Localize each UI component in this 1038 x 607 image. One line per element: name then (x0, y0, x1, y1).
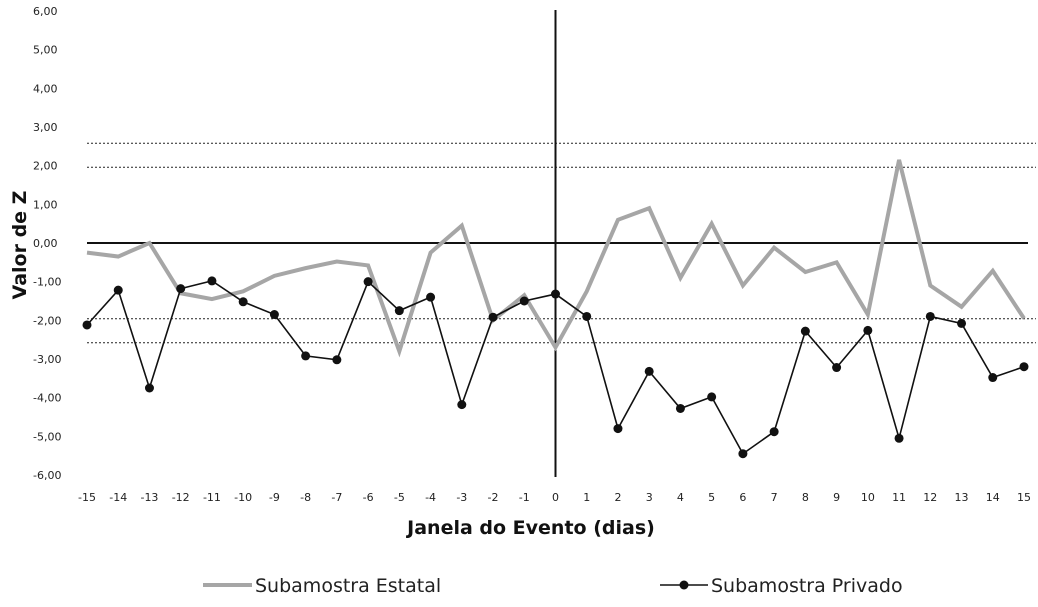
x-tick-label: -10 (234, 491, 252, 504)
data-point (82, 320, 92, 330)
x-tick-labels: -15 -14 -13 -12 -11 -10 -9 -8 -7 -6 -5 -4 -3 -2 -1 0 1 2 3… (78, 491, 1031, 504)
data-point (644, 366, 654, 376)
data-point (675, 403, 685, 413)
data-point (738, 449, 748, 459)
x-tick-label: 5 (708, 491, 715, 504)
x-tick-label: -5 (394, 491, 405, 504)
x-tick-label: 9 (833, 491, 840, 504)
y-tick-label: -4,00 (33, 392, 61, 405)
x-tick-label: 2 (614, 491, 621, 504)
data-point (832, 363, 842, 373)
x-tick-label: 12 (923, 491, 937, 504)
data-point (238, 297, 248, 307)
y-axis-title: Valor de Z (9, 191, 31, 300)
y-tick-label: 1,00 (33, 198, 58, 211)
series-layer (82, 159, 1029, 459)
x-tick-label: -13 (140, 491, 158, 504)
x-tick-label: 4 (677, 491, 684, 504)
data-point (863, 325, 873, 335)
x-tick-label: -11 (203, 491, 221, 504)
x-tick-label: 6 (739, 491, 746, 504)
y-tick-label: 6,00 (33, 5, 58, 18)
x-tick-label: -7 (331, 491, 342, 504)
data-point (457, 400, 467, 410)
data-point (894, 433, 904, 443)
data-point (582, 311, 592, 321)
data-point (957, 318, 967, 328)
x-tick-label: -6 (363, 491, 374, 504)
legend: Subamostra Estatal Subamostra Privado (203, 575, 903, 597)
x-tick-label: 15 (1017, 491, 1031, 504)
x-tick-label: 14 (986, 491, 1000, 504)
data-point (207, 276, 217, 286)
data-point (394, 306, 404, 316)
y-tick-label: -5,00 (33, 430, 61, 443)
data-point (988, 373, 998, 383)
x-tick-label: 11 (892, 491, 906, 504)
x-tick-label: 13 (955, 491, 969, 504)
x-tick-label: -15 (78, 491, 96, 504)
y-tick-label: 5,00 (33, 44, 58, 57)
data-point (613, 424, 623, 434)
data-point (707, 392, 717, 402)
y-tick-labels: 6,00 5,00 4,00 3,00 2,00 1,00 0,00 -1,00 -2,00 -3… (33, 5, 61, 482)
x-tick-label: -4 (425, 491, 436, 504)
data-point (488, 312, 498, 322)
x-tick-label: -8 (300, 491, 311, 504)
x-tick-label: 7 (771, 491, 778, 504)
y-tick-label: -3,00 (33, 353, 61, 366)
x-tick-label: -14 (109, 491, 127, 504)
y-tick-label: -6,00 (33, 469, 61, 482)
x-tick-label: -12 (172, 491, 190, 504)
x-axis-title: Janela do Evento (dias) (405, 517, 655, 539)
legend-label-privado: Subamostra Privado (711, 575, 903, 597)
x-tick-label: -3 (456, 491, 467, 504)
legend-label-estatal: Subamostra Estatal (255, 575, 441, 597)
y-tick-label: -2,00 (33, 314, 61, 327)
data-point (332, 355, 342, 365)
data-point (113, 285, 123, 295)
x-tick-label: -2 (488, 491, 499, 504)
y-tick-label: 2,00 (33, 160, 58, 173)
data-point (925, 311, 935, 321)
y-tick-label: -1,00 (33, 276, 61, 289)
x-tick-label: -9 (269, 491, 280, 504)
legend-marker-privado (679, 580, 689, 590)
data-point (426, 292, 436, 302)
x-tick-label: 3 (646, 491, 653, 504)
data-point (144, 383, 154, 393)
data-point (519, 296, 529, 306)
x-tick-label: 1 (583, 491, 590, 504)
x-tick-label: 10 (861, 491, 875, 504)
x-tick-label: -1 (519, 491, 530, 504)
data-point (269, 310, 279, 320)
data-point (551, 289, 560, 299)
x-tick-label: 0 (552, 491, 559, 504)
data-point (301, 351, 311, 361)
data-point (800, 326, 810, 336)
x-tick-label: 8 (802, 491, 809, 504)
data-point (363, 277, 373, 287)
data-point (176, 284, 186, 294)
data-point (769, 427, 779, 437)
data-point (1019, 362, 1029, 372)
series-line-estatal (86, 159, 1026, 358)
y-tick-label: 3,00 (33, 121, 58, 134)
y-tick-label: 0,00 (33, 237, 58, 250)
y-tick-label: 4,00 (33, 82, 58, 95)
